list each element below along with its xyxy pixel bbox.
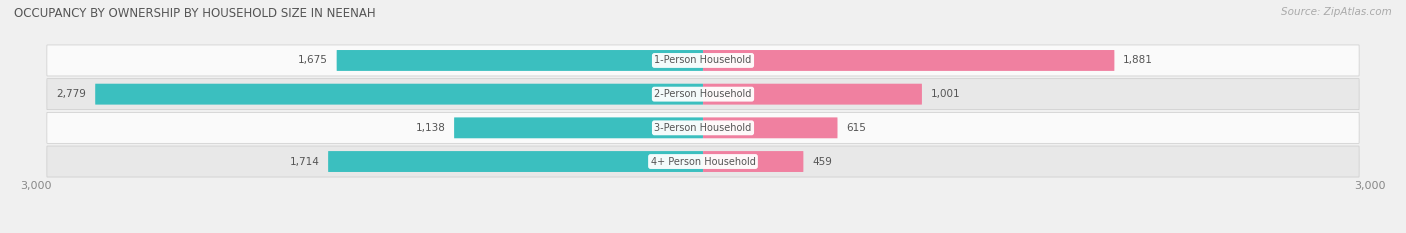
- Text: 2,779: 2,779: [56, 89, 86, 99]
- FancyBboxPatch shape: [703, 151, 803, 172]
- Text: 615: 615: [846, 123, 866, 133]
- Text: 1,714: 1,714: [290, 157, 319, 167]
- Text: 459: 459: [813, 157, 832, 167]
- FancyBboxPatch shape: [46, 146, 1360, 177]
- Text: 1,675: 1,675: [298, 55, 328, 65]
- FancyBboxPatch shape: [703, 84, 922, 105]
- Legend: Owner-occupied, Renter-occupied: Owner-occupied, Renter-occupied: [579, 230, 827, 233]
- Text: 4+ Person Household: 4+ Person Household: [651, 157, 755, 167]
- FancyBboxPatch shape: [46, 112, 1360, 143]
- Text: 1,881: 1,881: [1123, 55, 1153, 65]
- Text: Source: ZipAtlas.com: Source: ZipAtlas.com: [1281, 7, 1392, 17]
- Text: OCCUPANCY BY OWNERSHIP BY HOUSEHOLD SIZE IN NEENAH: OCCUPANCY BY OWNERSHIP BY HOUSEHOLD SIZE…: [14, 7, 375, 20]
- FancyBboxPatch shape: [46, 79, 1360, 110]
- Text: 1,001: 1,001: [931, 89, 960, 99]
- FancyBboxPatch shape: [46, 45, 1360, 76]
- Text: 2-Person Household: 2-Person Household: [654, 89, 752, 99]
- FancyBboxPatch shape: [328, 151, 703, 172]
- FancyBboxPatch shape: [703, 117, 838, 138]
- Text: 3,000: 3,000: [1354, 181, 1385, 191]
- FancyBboxPatch shape: [703, 50, 1115, 71]
- Text: 3-Person Household: 3-Person Household: [654, 123, 752, 133]
- Text: 3,000: 3,000: [21, 181, 52, 191]
- Text: 1-Person Household: 1-Person Household: [654, 55, 752, 65]
- Text: 1,138: 1,138: [416, 123, 446, 133]
- FancyBboxPatch shape: [96, 84, 703, 105]
- FancyBboxPatch shape: [454, 117, 703, 138]
- FancyBboxPatch shape: [336, 50, 703, 71]
